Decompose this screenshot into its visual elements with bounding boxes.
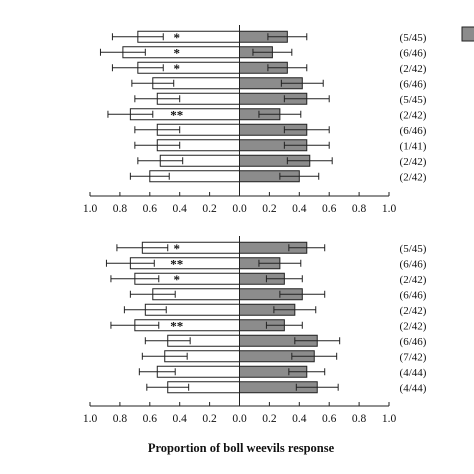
count-label: (2/42) [400, 171, 427, 183]
x-tick-label: 0.4 [292, 413, 307, 425]
x-tick-label: 0.6 [322, 413, 337, 425]
x-tick-label: 0.6 [143, 203, 158, 215]
count-label: (5/45) [400, 32, 427, 44]
x-axis-title: Proportion of boll weevils response [148, 441, 335, 455]
significance-label: * [173, 61, 180, 76]
count-label: (6/46) [400, 78, 427, 90]
significance-label: * [173, 272, 180, 287]
significance-label: ** [170, 107, 183, 122]
count-label: (6/46) [400, 47, 427, 59]
x-tick-label: 0.8 [352, 203, 367, 215]
x-tick-label: 1.0 [382, 413, 397, 425]
panel-top: * (5/45) * (6/46) * (2/42) (6/46) (5/45) ** (2/42… [83, 25, 427, 215]
significance-label: ** [170, 318, 183, 333]
count-label: (2/42) [400, 305, 427, 317]
x-tick-label: 1.0 [382, 203, 397, 215]
significance-label: * [173, 45, 180, 60]
x-tick-label: 0.6 [143, 413, 158, 425]
x-tick-label: 0.8 [352, 413, 367, 425]
x-tick-label: 0.4 [173, 413, 188, 425]
x-tick-label: 0.0 [232, 413, 247, 425]
x-tick-label: 0.2 [262, 413, 277, 425]
x-tick-label: 0.6 [322, 203, 337, 215]
count-label: (6/46) [400, 125, 427, 137]
x-tick-label: 0.2 [262, 203, 277, 215]
x-tick-label: 0.2 [202, 413, 217, 425]
x-tick-label: 0.8 [113, 203, 128, 215]
count-label: (2/42) [400, 274, 427, 286]
x-tick-label: 0.0 [232, 203, 247, 215]
panel-bottom: * (5/45) ** (6/46) * (2/42) (6/46) (2/42) ** (2/4… [83, 236, 427, 425]
legend-swatch [461, 26, 474, 42]
x-tick-label: 0.4 [292, 203, 307, 215]
significance-label: ** [170, 256, 183, 271]
count-label: (4/44) [400, 382, 427, 394]
count-label: (2/42) [400, 156, 427, 168]
count-label: (5/45) [400, 94, 427, 106]
count-label: (2/42) [400, 109, 427, 121]
x-tick-label: 0.4 [173, 203, 188, 215]
count-label: (7/42) [400, 351, 427, 363]
count-label: (2/42) [400, 320, 427, 332]
significance-label: * [173, 241, 180, 256]
x-tick-label: 1.0 [83, 413, 98, 425]
count-label: (6/46) [400, 289, 427, 301]
count-label: (4/44) [400, 367, 427, 379]
count-label: (2/42) [400, 63, 427, 75]
count-label: (5/45) [400, 243, 427, 255]
count-label: (1/41) [400, 140, 427, 152]
x-tick-label: 1.0 [83, 203, 98, 215]
x-tick-label: 0.2 [202, 203, 217, 215]
x-tick-label: 0.8 [113, 413, 128, 425]
count-label: (6/46) [400, 258, 427, 270]
significance-label: * [173, 30, 180, 45]
count-label: (6/46) [400, 336, 427, 348]
